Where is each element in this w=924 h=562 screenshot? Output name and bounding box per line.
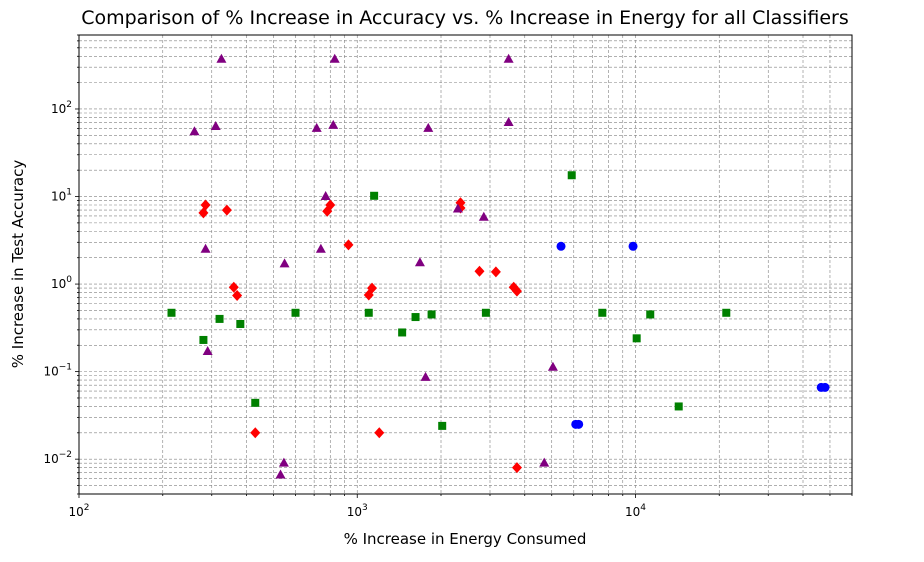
triangle-point	[328, 119, 339, 129]
x-tick-label: 103	[347, 503, 368, 519]
triangle-point	[329, 53, 340, 63]
square-point	[215, 314, 224, 323]
y-tick-label: 101	[51, 188, 72, 204]
triangle-point	[452, 203, 463, 213]
square-point	[674, 402, 683, 411]
triangle-point	[210, 121, 221, 131]
triangle-point	[202, 345, 213, 355]
diamond-point	[367, 282, 378, 294]
square-point	[438, 421, 447, 430]
triangle-point	[278, 457, 289, 467]
diamond-point	[325, 199, 336, 211]
square-point	[167, 308, 176, 317]
y-tick-label: 102	[51, 100, 72, 116]
diamond-point	[511, 285, 522, 297]
diamond-point	[474, 265, 485, 277]
triangle-point	[189, 126, 200, 136]
triangle-point	[547, 361, 558, 371]
square-point	[236, 319, 245, 328]
square-point	[398, 328, 407, 337]
square-point	[199, 335, 208, 344]
diamond-point	[221, 204, 232, 216]
y-tick-label: 100	[51, 275, 72, 291]
triangle-point	[216, 53, 227, 63]
diamond-point	[200, 199, 211, 211]
triangle-point	[414, 257, 425, 267]
triangle-point	[503, 53, 514, 63]
triangle-point	[539, 457, 550, 467]
circle-point	[556, 241, 566, 251]
triangle-point	[315, 243, 326, 253]
diamond-point	[490, 266, 501, 278]
scatter-points	[167, 53, 830, 479]
triangle-point	[200, 243, 211, 253]
triangle-point	[503, 117, 514, 127]
square-point	[427, 310, 436, 319]
plot-frame	[78, 34, 853, 495]
x-tick-label: 102	[68, 503, 89, 519]
chart-title: Comparison of % Increase in Accuracy vs.…	[81, 7, 849, 29]
square-point	[646, 310, 655, 319]
diamond-point	[198, 207, 209, 219]
axis-ticks: 102 103 104 10−2 10−1 100 101 102	[43, 34, 853, 519]
triangle-point	[320, 191, 331, 201]
circle-point	[628, 241, 638, 251]
diamond-point	[374, 427, 385, 439]
y-axis-label: % Increase in Test Accuracy	[9, 160, 27, 369]
square-point	[411, 313, 420, 322]
x-tick-label: 104	[625, 503, 646, 519]
diamond-point	[250, 427, 261, 439]
square-point	[632, 334, 641, 343]
square-point	[291, 308, 300, 317]
square-point	[481, 308, 490, 317]
diamond-point	[232, 290, 243, 302]
triangle-point	[423, 122, 434, 132]
circle-point	[574, 419, 584, 429]
square-point	[567, 171, 576, 180]
triangle-point	[420, 371, 431, 381]
triangle-point	[275, 469, 286, 479]
square-point	[722, 308, 731, 317]
triangle-point	[279, 258, 290, 268]
y-tick-label: 10−2	[43, 450, 72, 466]
diamond-point	[343, 239, 354, 251]
triangle-point	[478, 211, 489, 221]
grid	[78, 34, 853, 495]
triangle-point	[311, 122, 322, 132]
square-point	[370, 191, 379, 200]
circle-point	[820, 382, 830, 392]
square-point	[364, 308, 373, 317]
square-point	[251, 398, 260, 407]
x-axis-label: % Increase in Energy Consumed	[344, 530, 587, 548]
square-point	[598, 308, 607, 317]
diamond-point	[228, 281, 239, 293]
diamond-point	[511, 462, 522, 474]
y-tick-label: 10−1	[43, 363, 72, 379]
